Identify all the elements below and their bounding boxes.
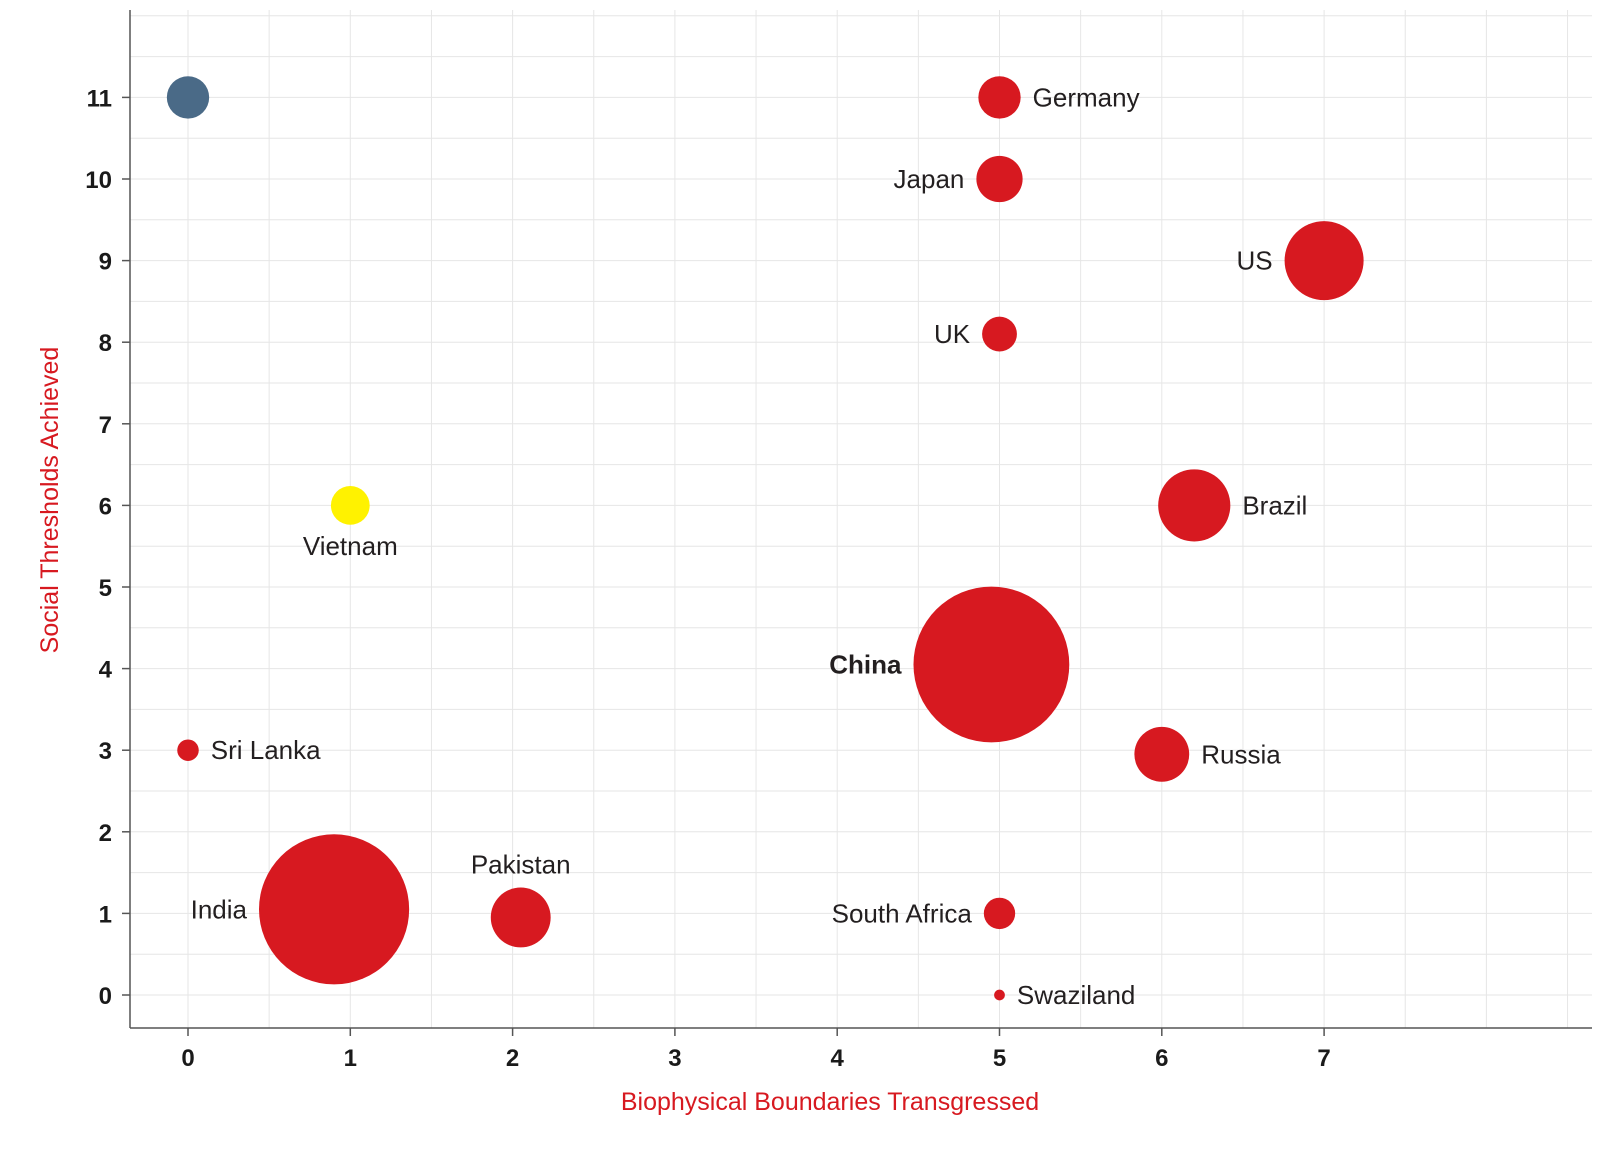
y-tick-label: 5 bbox=[99, 575, 112, 602]
label-japan: Japan bbox=[894, 164, 965, 194]
y-tick-label: 7 bbox=[99, 412, 112, 439]
label-vietnam: Vietnam bbox=[303, 531, 398, 561]
x-tick-label: 3 bbox=[668, 1045, 681, 1072]
bubbles bbox=[166, 76, 1364, 1001]
y-tick-label: 0 bbox=[99, 983, 112, 1010]
x-tick-label: 6 bbox=[1155, 1045, 1168, 1072]
label-south-africa: South Africa bbox=[832, 898, 973, 928]
label-sri-lanka: Sri Lanka bbox=[211, 735, 321, 765]
bubble-india bbox=[259, 834, 410, 985]
bubble-swaziland bbox=[994, 989, 1005, 1001]
label-russia: Russia bbox=[1201, 739, 1281, 769]
label-pakistan: Pakistan bbox=[471, 850, 571, 880]
bubble-china bbox=[913, 586, 1070, 743]
x-tick-label: 5 bbox=[993, 1045, 1006, 1072]
point-labels: Germany Japan US UK Vietnam Brazil China Sri La… bbox=[191, 82, 1308, 1010]
y-tick-label: 11 bbox=[87, 85, 112, 112]
y-tick-label: 4 bbox=[99, 657, 113, 684]
bubble-sri-lanka bbox=[177, 739, 199, 761]
bubble-south-africa bbox=[983, 897, 1016, 930]
axes: 0 1 2 3 4 5 6 7 0 1 2 3 4 5 6 7 8 9 10 11 bbox=[85, 10, 1592, 1072]
x-axis-title: Biophysical Boundaries Transgressed bbox=[621, 1088, 1039, 1116]
x-tick-label: 0 bbox=[181, 1045, 194, 1072]
bubble-pakistan bbox=[490, 887, 551, 948]
x-tick-label: 7 bbox=[1317, 1045, 1330, 1072]
bubble-japan bbox=[976, 155, 1023, 203]
label-germany: Germany bbox=[1033, 82, 1140, 112]
bubble-vietnam bbox=[330, 486, 370, 525]
label-china: China bbox=[829, 650, 902, 680]
y-tick-label: 10 bbox=[85, 167, 112, 194]
label-swaziland: Swaziland bbox=[1017, 980, 1136, 1010]
x-tick-label: 2 bbox=[506, 1045, 519, 1072]
label-india: India bbox=[191, 894, 248, 924]
y-tick-label: 1 bbox=[99, 901, 112, 928]
label-brazil: Brazil bbox=[1242, 490, 1307, 520]
y-tick-label: 6 bbox=[99, 493, 112, 520]
x-tick-label: 1 bbox=[344, 1045, 357, 1072]
x-tick-label: 4 bbox=[831, 1045, 845, 1072]
y-tick-label: 2 bbox=[99, 820, 112, 847]
bubble-unlabeled bbox=[166, 76, 210, 119]
bubble-russia bbox=[1134, 726, 1190, 782]
label-uk: UK bbox=[934, 319, 971, 349]
label-us: US bbox=[1236, 246, 1272, 276]
y-tick-label: 8 bbox=[99, 330, 112, 357]
y-axis-title: Social Thresholds Achieved bbox=[36, 347, 64, 654]
y-tick-label: 9 bbox=[99, 249, 112, 276]
y-tick-label: 3 bbox=[99, 738, 112, 765]
bubble-germany bbox=[978, 76, 1021, 119]
bubble-uk bbox=[982, 316, 1017, 352]
bubble-us bbox=[1284, 221, 1364, 301]
bubble-brazil bbox=[1158, 469, 1231, 542]
